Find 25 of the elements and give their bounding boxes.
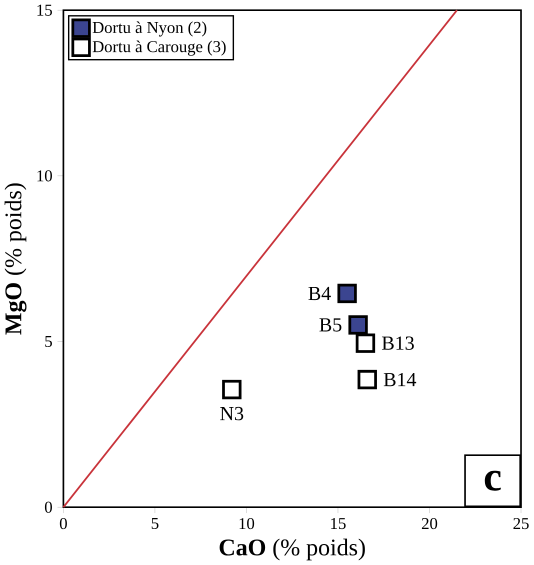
- point: [358, 370, 377, 390]
- x-tick-label: 20: [422, 518, 438, 530]
- annotation: N3: [220, 406, 244, 420]
- legend-label: Dortu à Carouge (3): [92, 40, 226, 56]
- annotation: c: [484, 470, 501, 491]
- y-tick-label: 0: [44, 502, 52, 513]
- x-tick-label: 5: [152, 518, 158, 530]
- annotation: B4: [308, 286, 331, 300]
- point: [337, 284, 357, 304]
- y-axis-title: MgO (% poids): [4, 183, 27, 335]
- y-tick-label: 10: [37, 170, 52, 182]
- x-tick-label: 15: [331, 518, 346, 530]
- x-tick-label: 25: [513, 518, 529, 530]
- annotation: B13: [382, 336, 414, 350]
- point: [356, 333, 376, 353]
- legend-label: Dortu à Nyon (2): [92, 21, 206, 37]
- annotation: B5: [319, 318, 342, 332]
- annotation: B14: [384, 373, 416, 386]
- x-axis-title: CaO (% poids): [220, 538, 365, 560]
- x-tick-label: 10: [240, 518, 254, 530]
- point: [222, 380, 242, 400]
- point: [348, 315, 368, 335]
- x-tick-label: 0: [60, 518, 67, 530]
- y-tick-label: 5: [45, 336, 52, 348]
- y-tick-label: 15: [37, 4, 52, 16]
